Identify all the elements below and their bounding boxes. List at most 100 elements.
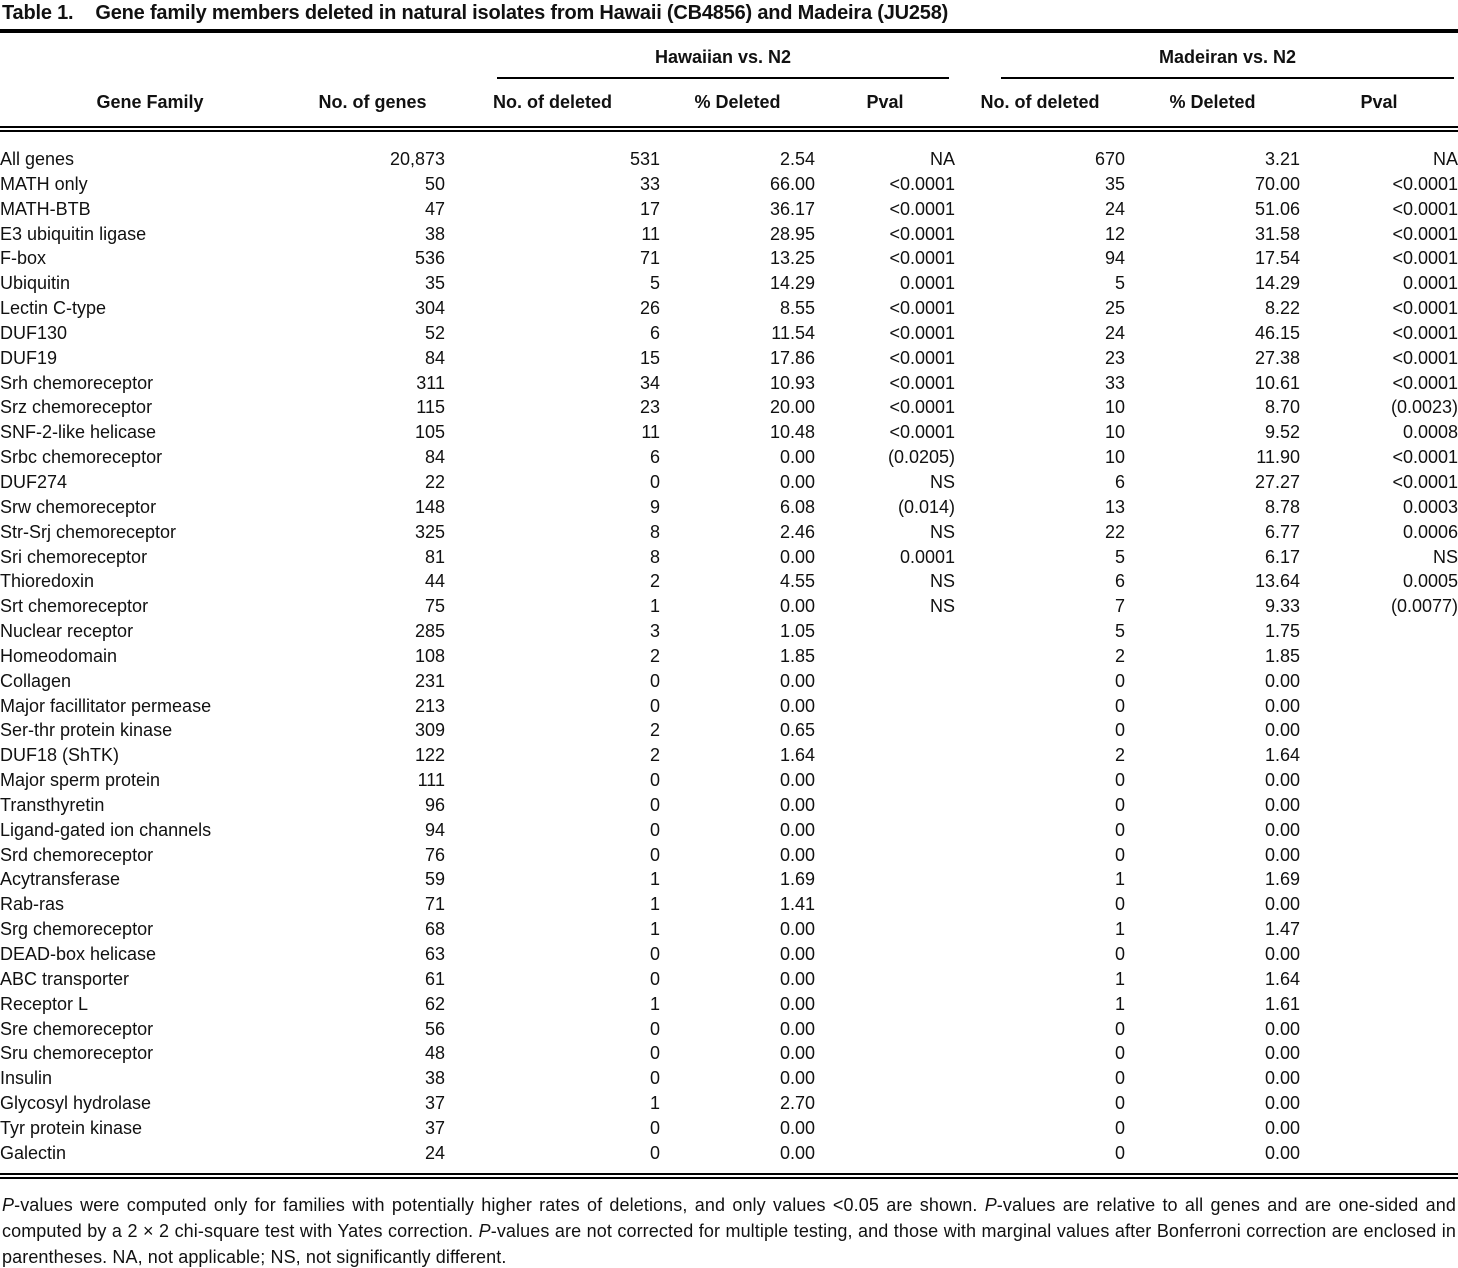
value-cell: 13	[1104, 496, 1126, 517]
value-cell	[815, 992, 955, 1017]
value-cell: 2	[649, 720, 660, 741]
table-row: Ser-thr protein kinase 309 2 0.65 0 0.00	[0, 718, 1458, 743]
value-cell: 0	[1115, 695, 1126, 716]
value-cell: 0	[1115, 670, 1126, 691]
value-cell: 33	[1104, 372, 1126, 393]
value-cell: (0.0023)	[1391, 397, 1458, 418]
footnote-text-segment: -values are not corrected for multiple t…	[2, 1220, 1457, 1267]
value-cell: 24	[424, 1142, 445, 1163]
value-cell: 0	[649, 670, 660, 691]
value-cell: 213	[414, 695, 445, 716]
value-cell: 33	[639, 173, 660, 194]
column-header-gene-family: Gene Family	[0, 79, 300, 132]
value-cell: 24	[1104, 322, 1126, 343]
value-cell: 47	[424, 198, 445, 219]
value-cell: 0.00	[1264, 720, 1301, 741]
value-cell: 0.00	[1264, 1117, 1301, 1138]
table-bottom-rule	[0, 1172, 1458, 1179]
value-cell: 1	[649, 894, 660, 915]
value-cell: 0.0005	[1402, 571, 1458, 592]
table-row: Srt chemoreceptor 75 1 0.00 NS 7 9.33 (0.0077)	[0, 594, 1458, 619]
value-cell	[815, 768, 955, 793]
column-group-madeiran-label: Madeiran vs. N2	[1001, 33, 1455, 79]
value-cell: 94	[424, 819, 445, 840]
value-cell: 3.21	[1264, 149, 1301, 169]
value-cell: 84	[424, 447, 445, 468]
value-cell: 0.00	[779, 919, 815, 940]
value-cell: 6.77	[1264, 521, 1301, 542]
value-cell: 6	[649, 447, 660, 468]
column-header-madeiran-pct-deleted: % Deleted	[1125, 79, 1301, 132]
value-cell: 0	[649, 695, 660, 716]
value-cell: 1.41	[779, 894, 815, 915]
gene-family-cell: Srbc chemoreceptor	[0, 447, 163, 468]
value-cell: 6	[649, 322, 660, 343]
value-cell: 17.86	[769, 347, 815, 368]
value-cell: 0	[1115, 819, 1126, 840]
value-cell: 1	[649, 993, 660, 1014]
table-row: Srh chemoreceptor 311 34 10.93 <0.0001 33 10.6…	[0, 371, 1458, 396]
value-cell	[1300, 619, 1458, 644]
value-cell: 309	[414, 720, 445, 741]
table-row: Glycosyl hydrolase 37 1 2.70 0 0.00	[0, 1091, 1458, 1116]
value-cell: 13.25	[769, 248, 815, 269]
value-cell: 5	[1115, 273, 1126, 294]
value-cell: 9.33	[1264, 596, 1301, 617]
column-group-hawaiian: Hawaiian vs. N2	[445, 33, 955, 79]
value-cell: 536	[414, 248, 445, 269]
value-cell	[815, 1017, 955, 1042]
value-cell: 11	[641, 422, 660, 443]
value-cell: 15	[639, 347, 660, 368]
value-cell: 31.58	[1254, 223, 1301, 244]
value-cell: 8.22	[1264, 298, 1301, 319]
table-row: SNF-2-like helicase 105 11 10.48 <0.0001 10 9.…	[0, 420, 1458, 445]
value-cell: 6.08	[779, 496, 815, 517]
value-cell	[1300, 818, 1458, 843]
value-cell: 96	[424, 794, 445, 815]
column-group-row: Hawaiian vs. N2 Madeiran vs. N2	[0, 33, 1458, 79]
column-header-row: Gene Family No. of genes No. of deleted …	[0, 79, 1458, 132]
table-row: Sri chemoreceptor 81 8 0.00 0.0001 5 6.17 NS	[0, 545, 1458, 570]
value-cell	[1300, 992, 1458, 1017]
value-cell	[815, 942, 955, 967]
value-cell: 50	[424, 173, 445, 194]
gene-family-cell: Srt chemoreceptor	[0, 596, 149, 617]
value-cell: 24	[1104, 198, 1126, 219]
value-cell: 26	[639, 298, 660, 319]
gene-family-cell: Rab-ras	[0, 894, 65, 915]
value-cell: 10.93	[769, 372, 815, 393]
value-cell	[1300, 917, 1458, 942]
value-cell: 0.00	[1264, 770, 1301, 791]
value-cell: 2	[649, 645, 660, 666]
value-cell: 0.00	[779, 695, 815, 716]
table-row: Srz chemoreceptor 115 23 20.00 <0.0001 10 8.70…	[0, 395, 1458, 420]
table-row: Srw chemoreceptor 148 9 6.08 (0.014) 13 8.78 0.…	[0, 495, 1458, 520]
value-cell: 531	[629, 149, 660, 169]
value-cell: 122	[414, 745, 445, 766]
value-cell: 14.29	[1254, 273, 1301, 294]
value-cell	[1300, 892, 1458, 917]
value-cell: <0.0001	[1392, 223, 1458, 244]
table-caption: Table 1. Gene family members deleted in n…	[0, 0, 1458, 29]
value-cell: 59	[424, 869, 445, 890]
value-cell: 0.00	[779, 819, 815, 840]
value-cell	[1300, 967, 1458, 992]
value-cell: 108	[414, 645, 445, 666]
value-cell: 0	[1115, 1043, 1126, 1064]
value-cell: 0.00	[1264, 844, 1301, 865]
table-header: Hawaiian vs. N2 Madeiran vs. N2 Gene Fam…	[0, 33, 1458, 132]
value-cell: 5	[1115, 621, 1126, 642]
value-cell: 63	[424, 944, 445, 964]
gene-family-cell: Receptor L	[0, 993, 89, 1014]
value-cell: NA	[1433, 149, 1458, 169]
table-row: Srd chemoreceptor 76 0 0.00 0 0.00	[0, 843, 1458, 868]
value-cell: 1	[649, 1093, 660, 1114]
value-cell: 6	[1115, 571, 1126, 592]
value-cell: 325	[414, 521, 445, 542]
value-cell: (0.0077)	[1391, 596, 1458, 617]
value-cell: 17.54	[1254, 248, 1301, 269]
title-rule	[0, 29, 1458, 33]
value-cell: 0	[1115, 844, 1126, 865]
value-cell	[815, 1091, 955, 1116]
value-cell: 1.64	[1264, 745, 1301, 766]
